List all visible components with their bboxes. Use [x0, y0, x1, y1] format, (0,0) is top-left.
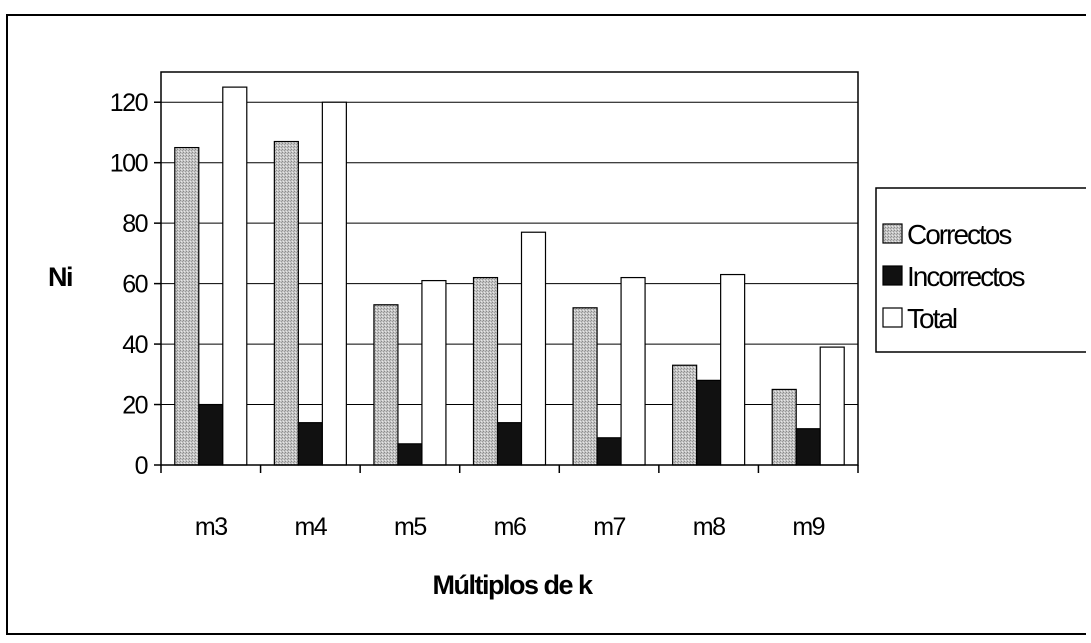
y-tick-label: 40: [122, 331, 147, 359]
bar-incorrectos-m5: [397, 443, 423, 466]
legend-swatch-correctos: [882, 223, 903, 244]
axes: [154, 71, 859, 473]
bar-incorrectos-m8: [696, 379, 722, 466]
bar-total-m7: [620, 276, 646, 466]
bar-incorrectos-m9: [795, 428, 821, 466]
legend-label-incorrectos: Incorrectos: [907, 261, 1024, 292]
y-tick-label: 20: [122, 392, 147, 420]
chart-container: 0 20 40 60 80 100 120 m3 m4 m5 m6 m7 m8 m9 Ni Múltipl…: [6, 14, 1091, 636]
x-tick-label: m6: [494, 513, 526, 541]
legend-label-total: Total: [907, 303, 957, 334]
legend-swatch-incorrectos: [882, 265, 903, 286]
bar-incorrectos-m4: [297, 422, 323, 466]
bar-incorrectos-m7: [596, 437, 622, 466]
x-tick-label: m4: [294, 513, 327, 541]
y-tick-label: 80: [122, 210, 147, 238]
legend: Correctos Incorrectos Total: [875, 187, 1091, 353]
x-tick-label: m9: [792, 513, 824, 541]
bar-incorrectos-m3: [198, 403, 224, 466]
x-tick-label: m8: [693, 513, 725, 541]
y-tick-label: 0: [135, 452, 148, 480]
bar-total-m3: [222, 86, 248, 466]
legend-box: [875, 187, 1091, 353]
y-tick-label: 100: [110, 150, 148, 178]
x-axis-title: Múltiplos de k: [432, 570, 593, 600]
legend-label-correctos: Correctos: [907, 219, 1011, 250]
y-tick-label: 120: [110, 89, 148, 117]
bar-correctos-m4: [273, 140, 299, 466]
bar-correctos-m8: [672, 364, 698, 466]
bar-correctos-m7: [572, 307, 598, 466]
bar-incorrectos-m6: [496, 422, 523, 466]
bar-total-m8: [720, 273, 746, 466]
bar-correctos-m6: [472, 276, 499, 466]
bar-chart: 0 20 40 60 80 100 120 m3 m4 m5 m6 m7 m8 m9 Ni Múltipl…: [6, 14, 1091, 635]
y-axis-title: Ni: [48, 262, 72, 292]
x-tick-label: m3: [195, 513, 227, 541]
bar-total-m4: [321, 101, 347, 466]
bar-correctos-m3: [174, 146, 200, 466]
bar-correctos-m5: [373, 304, 399, 466]
legend-swatch-total: [882, 307, 903, 328]
bar-total-m5: [421, 279, 447, 466]
plot-area: [160, 71, 859, 466]
bar-total-m9: [819, 346, 845, 466]
y-tick-label: 60: [122, 271, 147, 299]
x-tick-label: m7: [593, 513, 625, 541]
bar-correctos-m9: [771, 388, 797, 466]
x-tick-label: m5: [394, 513, 426, 541]
tick-labels: 0 20 40 60 80 100 120 m3 m4 m5 m6 m7 m8 m9: [110, 89, 826, 541]
bar-total-m6: [520, 231, 547, 466]
